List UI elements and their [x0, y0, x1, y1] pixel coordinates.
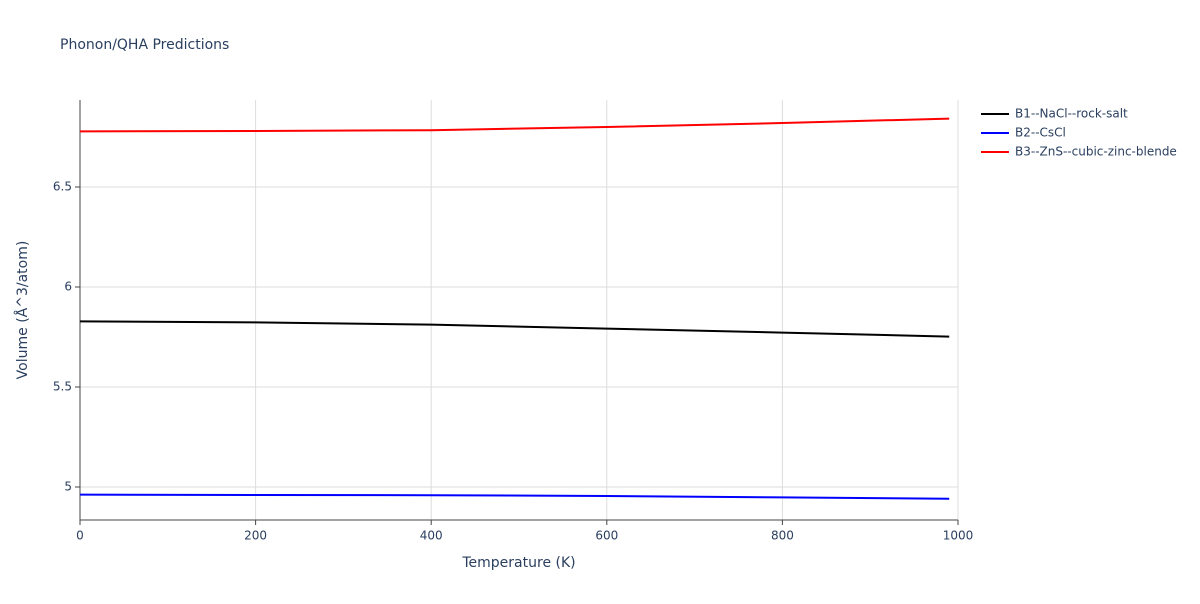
x-axis-title: Temperature (K): [461, 555, 575, 571]
chart-title: Phonon/QHA Predictions: [60, 37, 229, 53]
series-line: [79, 320, 950, 338]
x-tick-label: 200: [244, 529, 267, 543]
legend-label: B3--ZnS--cubic-zinc-blende: [1015, 145, 1177, 159]
y-tick-label: 5: [64, 480, 72, 494]
x-tick-label: 1000: [943, 529, 974, 543]
legend-label: B2--CsCl: [1015, 126, 1066, 140]
x-tick-label: 600: [595, 529, 618, 543]
x-tick-label: 400: [420, 529, 443, 543]
legend-label: B1--NaCl--rock-salt: [1015, 107, 1128, 121]
series-line: [79, 493, 950, 500]
x-tick-label: 0: [76, 529, 84, 543]
series-line: [79, 117, 950, 133]
x-tick-label: 800: [771, 529, 794, 543]
y-tick-label: 6.5: [53, 180, 72, 194]
y-tick-label: 5.5: [53, 380, 72, 394]
y-axis-title: Volume (Å^3/atom): [14, 241, 31, 380]
y-tick-label: 6: [64, 280, 72, 294]
